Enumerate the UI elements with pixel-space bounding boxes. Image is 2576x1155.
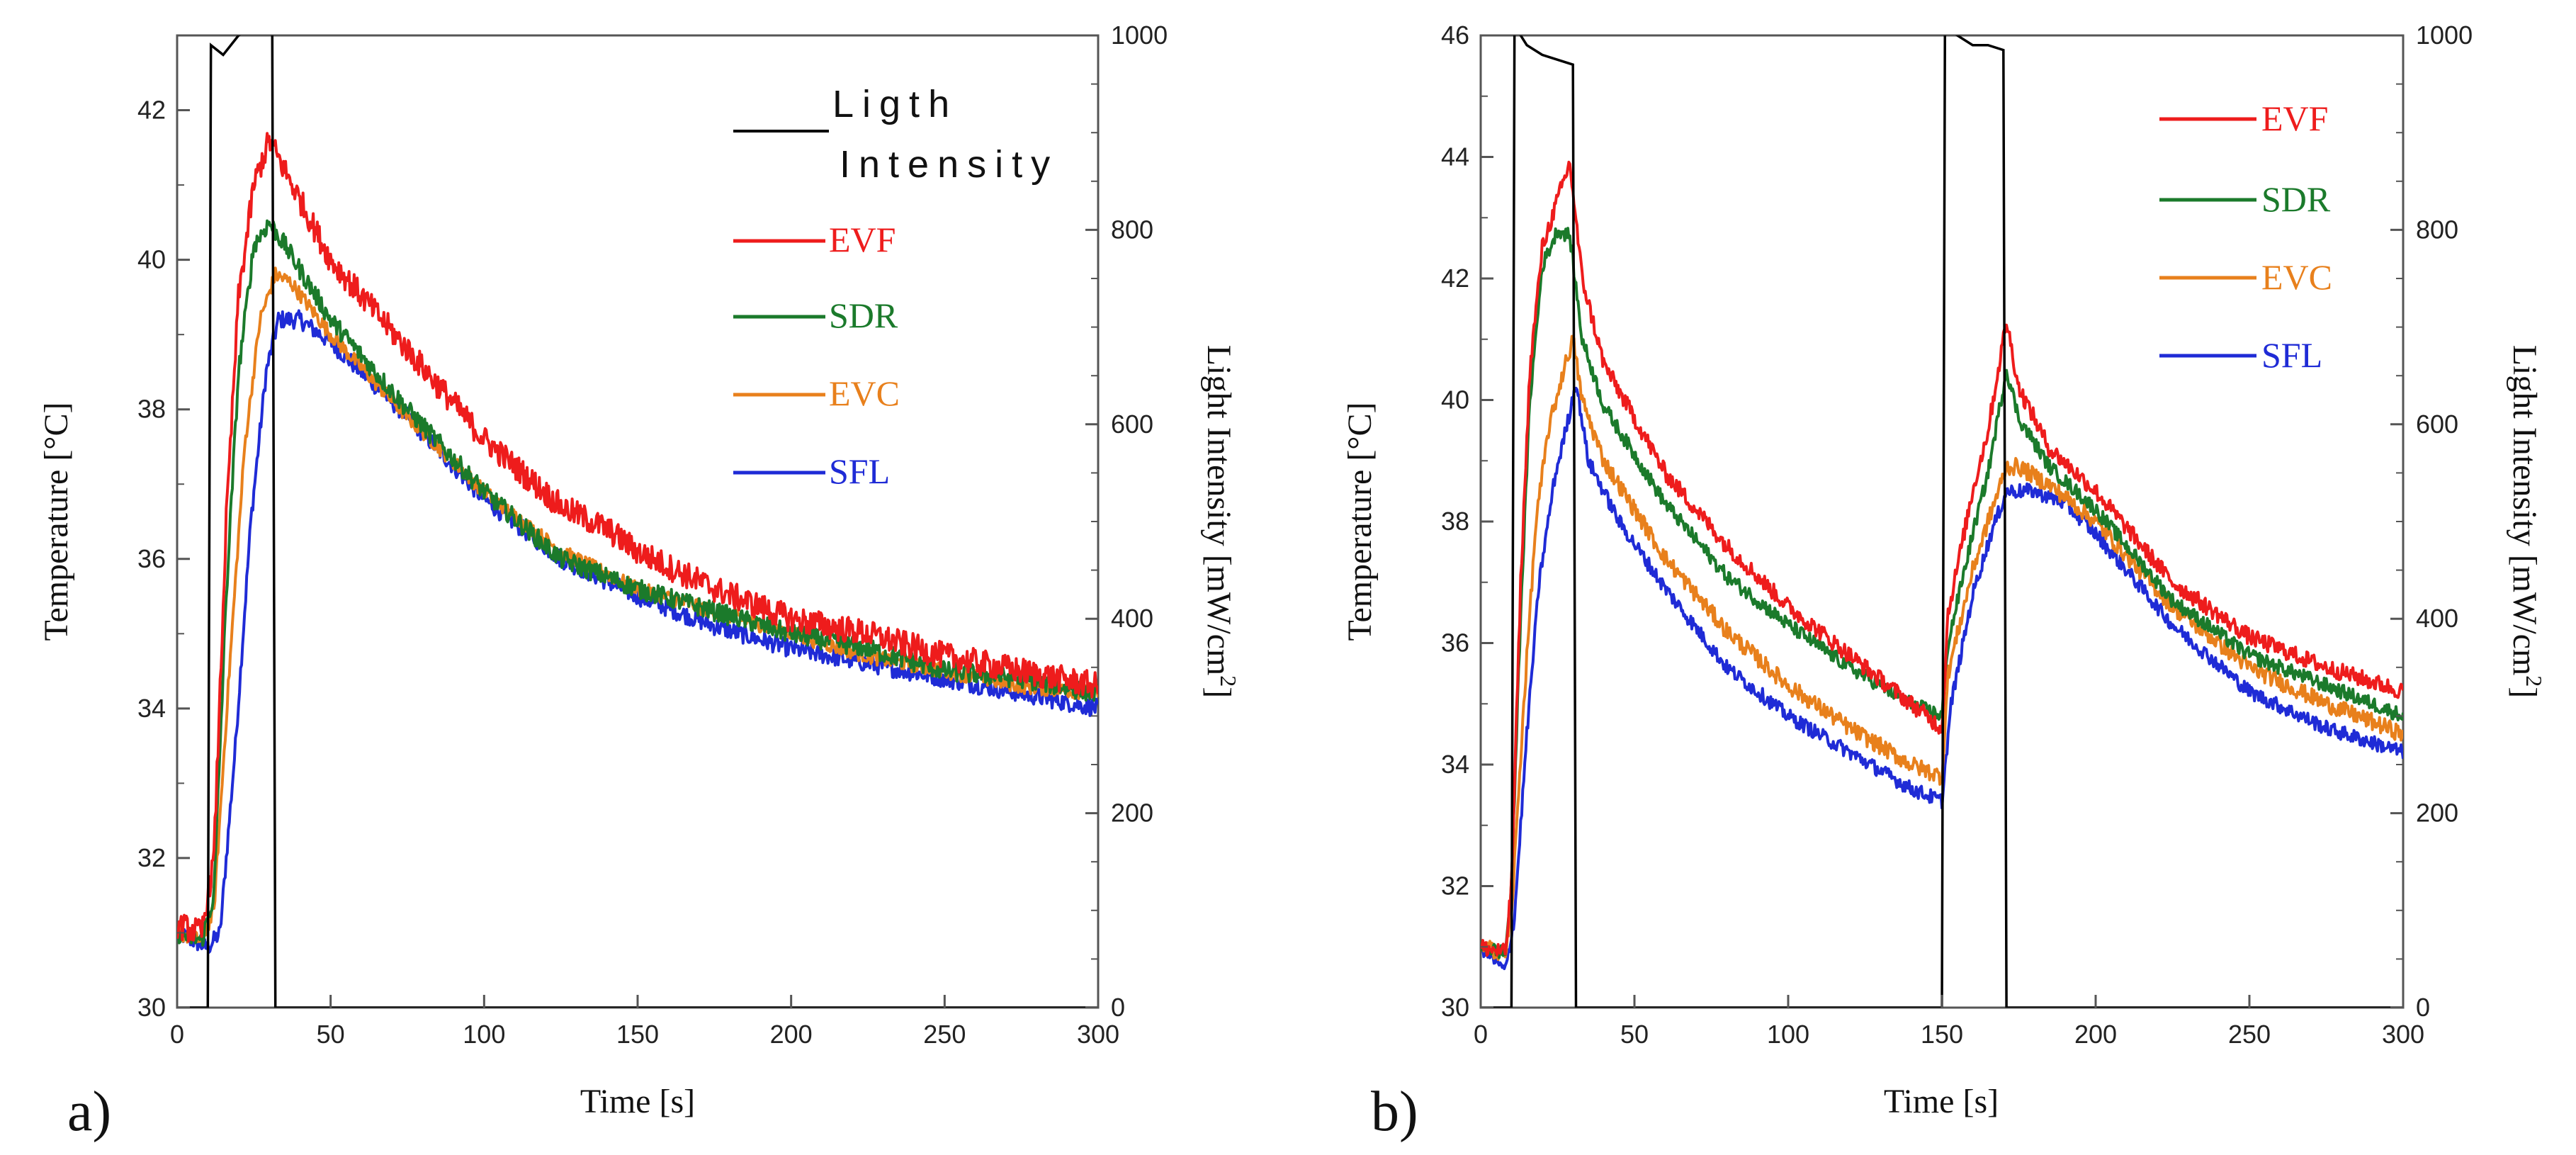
- x-tick-label: 100: [1767, 1020, 1809, 1049]
- y-tick-label: 36: [137, 544, 166, 573]
- panel-b: 0 50 100 150 200 250 300 30 32 34 36 38 40 42 44 46 0 200…: [1341, 21, 2547, 1143]
- x-tick-label: 50: [317, 1020, 345, 1049]
- y2-label-superscript: 2: [1216, 675, 1241, 687]
- y2-tick-label: 1000: [1111, 21, 1168, 50]
- legend-light-label-2: Intensity: [840, 143, 1058, 186]
- legend-light-label-1: Ligth: [832, 83, 958, 125]
- panel-label-a: a): [67, 1081, 111, 1143]
- y-axis-label: Temperature [°C]: [1341, 402, 1379, 641]
- y-tick-label: 30: [1441, 993, 1469, 1022]
- x-tick-label: 300: [2382, 1020, 2424, 1049]
- y2-label-superscript: 2: [2521, 675, 2547, 687]
- legend-evc-label: EVC: [2261, 257, 2332, 297]
- x-tick-label: 250: [923, 1020, 966, 1049]
- y-tick-label: 40: [1441, 385, 1469, 415]
- legend: EVF SDR EVC SFL: [2159, 98, 2332, 375]
- axis-ticks: 0 50 100 150 200 250 300 30 32 34 36 38 40 42 0 200 400 6…: [137, 21, 1168, 1049]
- x-tick-label: 300: [1077, 1020, 1119, 1049]
- legend-sfl-label: SFL: [2261, 335, 2322, 375]
- y2-tick-label: 0: [2416, 993, 2430, 1022]
- series-line-sdr: [177, 219, 1098, 947]
- x-tick-label: 250: [2228, 1020, 2271, 1049]
- x-tick-label: 200: [770, 1020, 813, 1049]
- y2-tick-label: 200: [1111, 799, 1153, 828]
- panel-a: 0 50 100 150 200 250 300 30 32 34 36 38 40 42 0 200 400 6…: [38, 21, 1241, 1143]
- x-tick-label: 100: [463, 1020, 505, 1049]
- x-axis-label: Time [s]: [580, 1083, 695, 1120]
- y2-axis-label: Light Intensity [mW/cm2]: [2506, 345, 2547, 699]
- y-tick-label: 34: [137, 694, 166, 723]
- y-tick-label: 38: [137, 395, 166, 424]
- data-layer: [1481, 35, 2403, 1008]
- legend-evf-label: EVF: [2261, 98, 2328, 138]
- series-line-evf: [177, 132, 1098, 943]
- series-line-evc: [177, 266, 1098, 945]
- y2-tick-label: 0: [1111, 993, 1125, 1022]
- x-tick-label: 0: [1474, 1020, 1488, 1049]
- axis-ticks: 0 50 100 150 200 250 300 30 32 34 36 38 40 42 44 46 0 200…: [1441, 21, 2473, 1049]
- x-tick-label: 0: [170, 1020, 184, 1049]
- y2-tick-label: 600: [1111, 410, 1153, 439]
- x-tick-label: 150: [1921, 1020, 1963, 1049]
- y2-tick-label: 200: [2416, 799, 2458, 828]
- legend-evc-label: EVC: [829, 373, 900, 413]
- y-axis-label: Temperature [°C]: [38, 402, 75, 641]
- series-line-sfl: [177, 309, 1098, 954]
- series-line-light-intensity: [1481, 35, 2403, 1008]
- x-axis-label: Time [s]: [1884, 1083, 1999, 1120]
- panel-label-b: b): [1371, 1081, 1418, 1143]
- y-tick-label: 36: [1441, 629, 1469, 658]
- y-tick-label: 38: [1441, 507, 1469, 536]
- x-tick-label: 200: [2074, 1020, 2117, 1049]
- y2-tick-label: 400: [2416, 604, 2458, 633]
- y-tick-label: 40: [137, 245, 166, 274]
- series-line-light-intensity: [177, 35, 1098, 1008]
- y-tick-label: 42: [137, 96, 166, 125]
- y2-tick-label: 400: [1111, 604, 1153, 633]
- y-tick-label: 34: [1441, 750, 1469, 779]
- y-tick-label: 46: [1441, 21, 1469, 50]
- y-tick-label: 32: [1441, 872, 1469, 901]
- y-tick-label: 30: [137, 993, 166, 1022]
- y2-tick-label: 600: [2416, 410, 2458, 439]
- y2-tick-label: 800: [1111, 215, 1153, 244]
- y-tick-label: 42: [1441, 264, 1469, 293]
- legend-sdr-label: SDR: [2261, 179, 2331, 219]
- y-tick-label: 32: [137, 843, 166, 872]
- x-tick-label: 150: [616, 1020, 659, 1049]
- y-tick-label: 44: [1441, 142, 1469, 171]
- legend-evf-label: EVF: [829, 220, 896, 259]
- legend: Ligth Intensity EVF SDR EVC SFL: [733, 83, 1058, 491]
- y2-tick-label: 1000: [2416, 21, 2473, 50]
- legend-sdr-label: SDR: [829, 295, 898, 335]
- data-layer: [177, 35, 1098, 1008]
- y2-tick-label: 800: [2416, 215, 2458, 244]
- y2-axis-label: Light Intensity [mW/cm2]: [1200, 345, 1241, 699]
- legend-sfl-label: SFL: [829, 451, 890, 491]
- x-tick-label: 50: [1620, 1020, 1649, 1049]
